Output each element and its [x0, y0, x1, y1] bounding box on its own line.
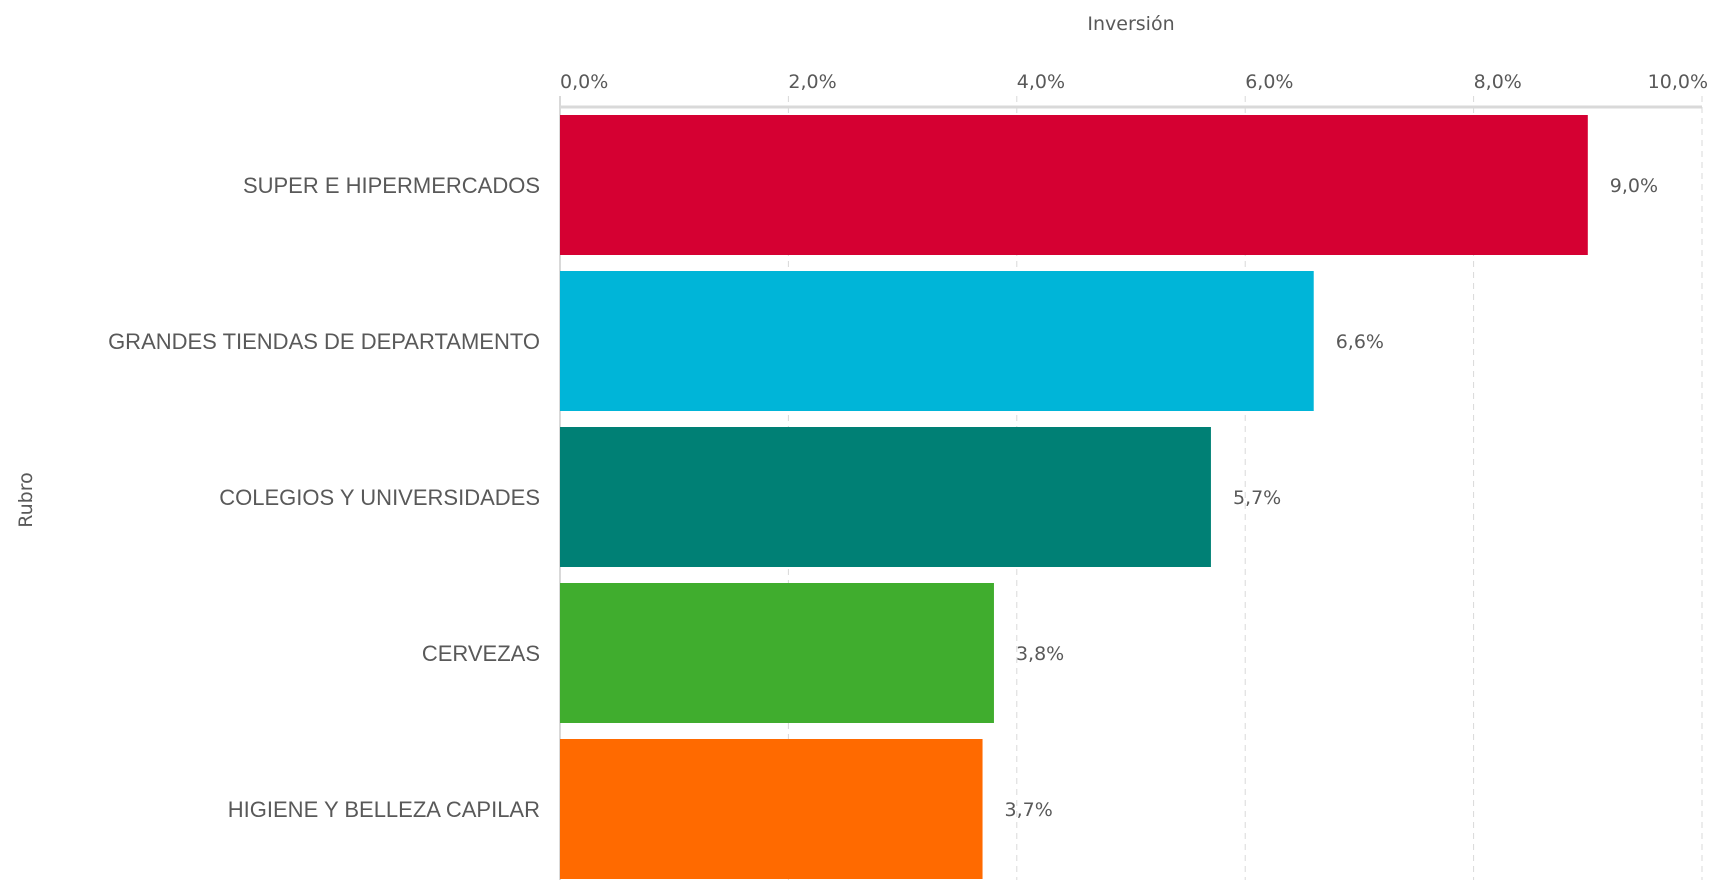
x-tick-label: 10,0%	[1648, 71, 1708, 93]
category-label: COLEGIOS Y UNIVERSIDADES	[219, 485, 540, 510]
category-label: SUPER E HIPERMERCADOS	[243, 173, 540, 198]
y-axis-title: Rubro	[15, 472, 37, 527]
data-label: 6,6%	[1336, 331, 1384, 353]
data-label: 5,7%	[1233, 487, 1281, 509]
category-label: CERVEZAS	[422, 641, 540, 666]
data-labels: 9,0% 6,6% 5,7% 3,8% 3,7%	[1005, 175, 1659, 821]
bar	[560, 115, 1588, 255]
x-tick-label: 0,0%	[560, 71, 608, 93]
x-tick-label: 8,0%	[1474, 71, 1522, 93]
x-axis-ticks: 0,0% 2,0% 4,0% 6,0% 8,0% 10,0%	[560, 71, 1708, 93]
category-labels: SUPER E HIPERMERCADOS GRANDES TIENDAS DE …	[108, 173, 540, 822]
category-label: HIGIENE Y BELLEZA CAPILAR	[228, 797, 540, 822]
data-label: 3,8%	[1016, 643, 1064, 665]
x-tick-label: 4,0%	[1017, 71, 1065, 93]
bar	[560, 271, 1314, 411]
bar	[560, 739, 983, 879]
data-label: 3,7%	[1005, 799, 1053, 821]
bar	[560, 583, 994, 723]
bar	[560, 427, 1211, 567]
x-axis-title: Inversión	[1087, 13, 1174, 35]
data-label: 9,0%	[1610, 175, 1658, 197]
x-tick-label: 6,0%	[1245, 71, 1293, 93]
category-label: GRANDES TIENDAS DE DEPARTAMENTO	[108, 329, 540, 354]
bars	[560, 115, 1588, 879]
x-tick-label: 2,0%	[788, 71, 836, 93]
